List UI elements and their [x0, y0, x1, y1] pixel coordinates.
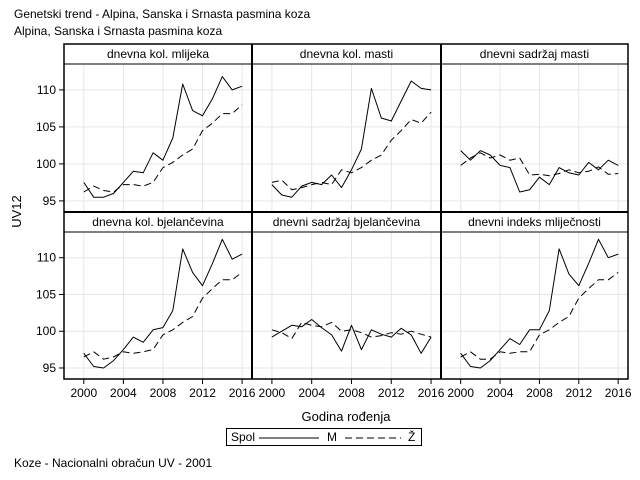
y-tick-label: 105: [36, 120, 56, 134]
y-tick-label: 110: [37, 251, 56, 265]
panel-header-bg: [441, 212, 628, 232]
series-line-m: [460, 150, 619, 193]
panel-title: dnevni sadržaj bjelančevina: [273, 215, 421, 229]
series-line-z: [271, 321, 432, 340]
x-tick-label: 2000: [447, 386, 474, 400]
x-tick-label: 2012: [378, 386, 405, 400]
y-tick-label: 110: [37, 83, 56, 97]
series-line-m: [83, 238, 243, 369]
panel-title: dnevna kol. mlijeka: [107, 47, 209, 61]
panel-title: dnevni indeks mliječnosti: [468, 215, 601, 229]
series-line-z: [460, 271, 619, 360]
x-tick-label: 2008: [150, 386, 177, 400]
legend-title: Spol: [231, 430, 256, 444]
panel-header-bg: [441, 44, 628, 64]
series-line-m: [83, 76, 243, 198]
x-tick-label: 2004: [298, 386, 325, 400]
y-tick-label: 95: [43, 361, 57, 375]
legend: Spol M Ž: [226, 428, 422, 446]
panel-header-bg: [252, 44, 441, 64]
series-line-z: [271, 111, 432, 191]
panel-title: dnevna kol. bjelančevina: [92, 215, 224, 229]
x-tick-label: 2012: [189, 386, 216, 400]
series-line-z: [83, 271, 243, 360]
x-tick-label: 2016: [229, 386, 256, 400]
legend-swatches: [259, 437, 401, 439]
series-line-z: [83, 104, 243, 193]
y-axis-label: UV12: [9, 195, 24, 228]
series-line-z: [460, 152, 619, 177]
x-tick-label: 2016: [605, 386, 632, 400]
x-tick-label: 2008: [526, 386, 553, 400]
x-tick-label: 2012: [565, 386, 592, 400]
x-tick-label: 2000: [70, 386, 97, 400]
x-tick-label: 2016: [418, 386, 445, 400]
chart-title: Genetski trend - Alpina, Sanska i Srnast…: [14, 7, 311, 21]
panel-header-bg: [64, 212, 252, 232]
series-line-m: [271, 319, 432, 354]
y-tick-label: 100: [36, 157, 56, 171]
panel-title: dnevna kol. masti: [300, 47, 393, 61]
series-line-m: [271, 80, 432, 198]
footnote: Koze - Nacionalni obračun UV - 2001: [14, 456, 213, 470]
x-tick-label: 2000: [259, 386, 286, 400]
x-tick-label: 2004: [487, 386, 514, 400]
x-tick-label: 2004: [110, 386, 137, 400]
legend-label-z: Ž: [408, 430, 416, 444]
legend-label-m: M: [327, 430, 337, 444]
panel-title: dnevni sadržaj masti: [480, 47, 589, 61]
panel-header-bg: [64, 44, 252, 64]
chart-subtitle: Alpina, Sanska i Srnasta pasmina koza: [14, 24, 223, 38]
y-tick-label: 95: [43, 194, 57, 208]
y-tick-label: 100: [36, 324, 56, 338]
y-tick-label: 105: [36, 287, 56, 301]
x-tick-label: 2008: [338, 386, 365, 400]
x-axis-label: Godina rođenja: [302, 409, 392, 424]
panel-header-bg: [252, 212, 441, 232]
series-line-m: [460, 238, 619, 369]
